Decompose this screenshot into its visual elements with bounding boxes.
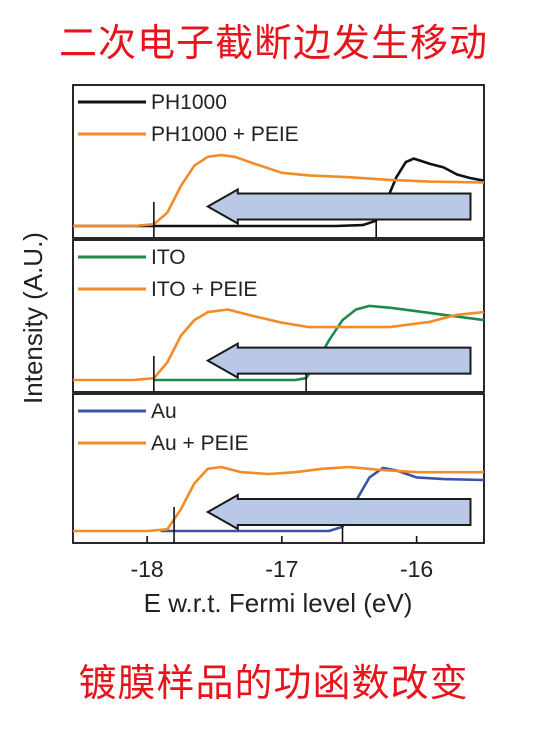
legend-label: ITO xyxy=(151,246,186,269)
series-line-ito-peie xyxy=(73,308,485,382)
bottom-caption: 镀膜样品的功函数改变 xyxy=(78,661,469,705)
legend-label: Au xyxy=(151,400,177,423)
panels-layer: PH1000 PH1000 + PEIE ITO ITO + PEIE Au Au + P… xyxy=(72,84,485,544)
legend-label: ITO + PEIE xyxy=(151,278,257,301)
shift-arrow xyxy=(205,341,472,380)
panel-frame xyxy=(72,84,485,239)
shift-arrow xyxy=(205,493,472,531)
panel-1: PH1000 PH1000 + PEIE xyxy=(72,84,485,239)
series-line-au xyxy=(160,466,485,533)
x-tick-label: -18 xyxy=(130,556,163,582)
x-tick-label: -16 xyxy=(400,556,433,582)
legend-label: Au + PEIE xyxy=(151,432,248,455)
series-line-ito xyxy=(153,304,485,382)
series-line-ph1000 xyxy=(73,157,485,228)
panel-3: Au Au + PEIE xyxy=(72,393,485,544)
y-axis-label: Intensity (A.U.) xyxy=(18,232,48,404)
x-axis-label: E w.r.t. Fermi level (eV) xyxy=(144,588,413,618)
x-tick-label: -17 xyxy=(265,556,298,582)
shift-arrow xyxy=(205,187,472,226)
legend-label: PH1000 xyxy=(151,91,227,114)
legend-label: PH1000 + PEIE xyxy=(151,123,299,146)
series-line-ph1000-peie xyxy=(73,153,485,228)
panel-frame xyxy=(72,393,485,544)
series-line-au-peie xyxy=(73,465,484,533)
top-caption: 二次电子截断边发生移动 xyxy=(58,21,488,65)
x-axis: -18 -17 -16 xyxy=(130,536,433,582)
panel-frame xyxy=(72,239,485,393)
panel-2: ITO ITO + PEIE xyxy=(72,239,485,393)
